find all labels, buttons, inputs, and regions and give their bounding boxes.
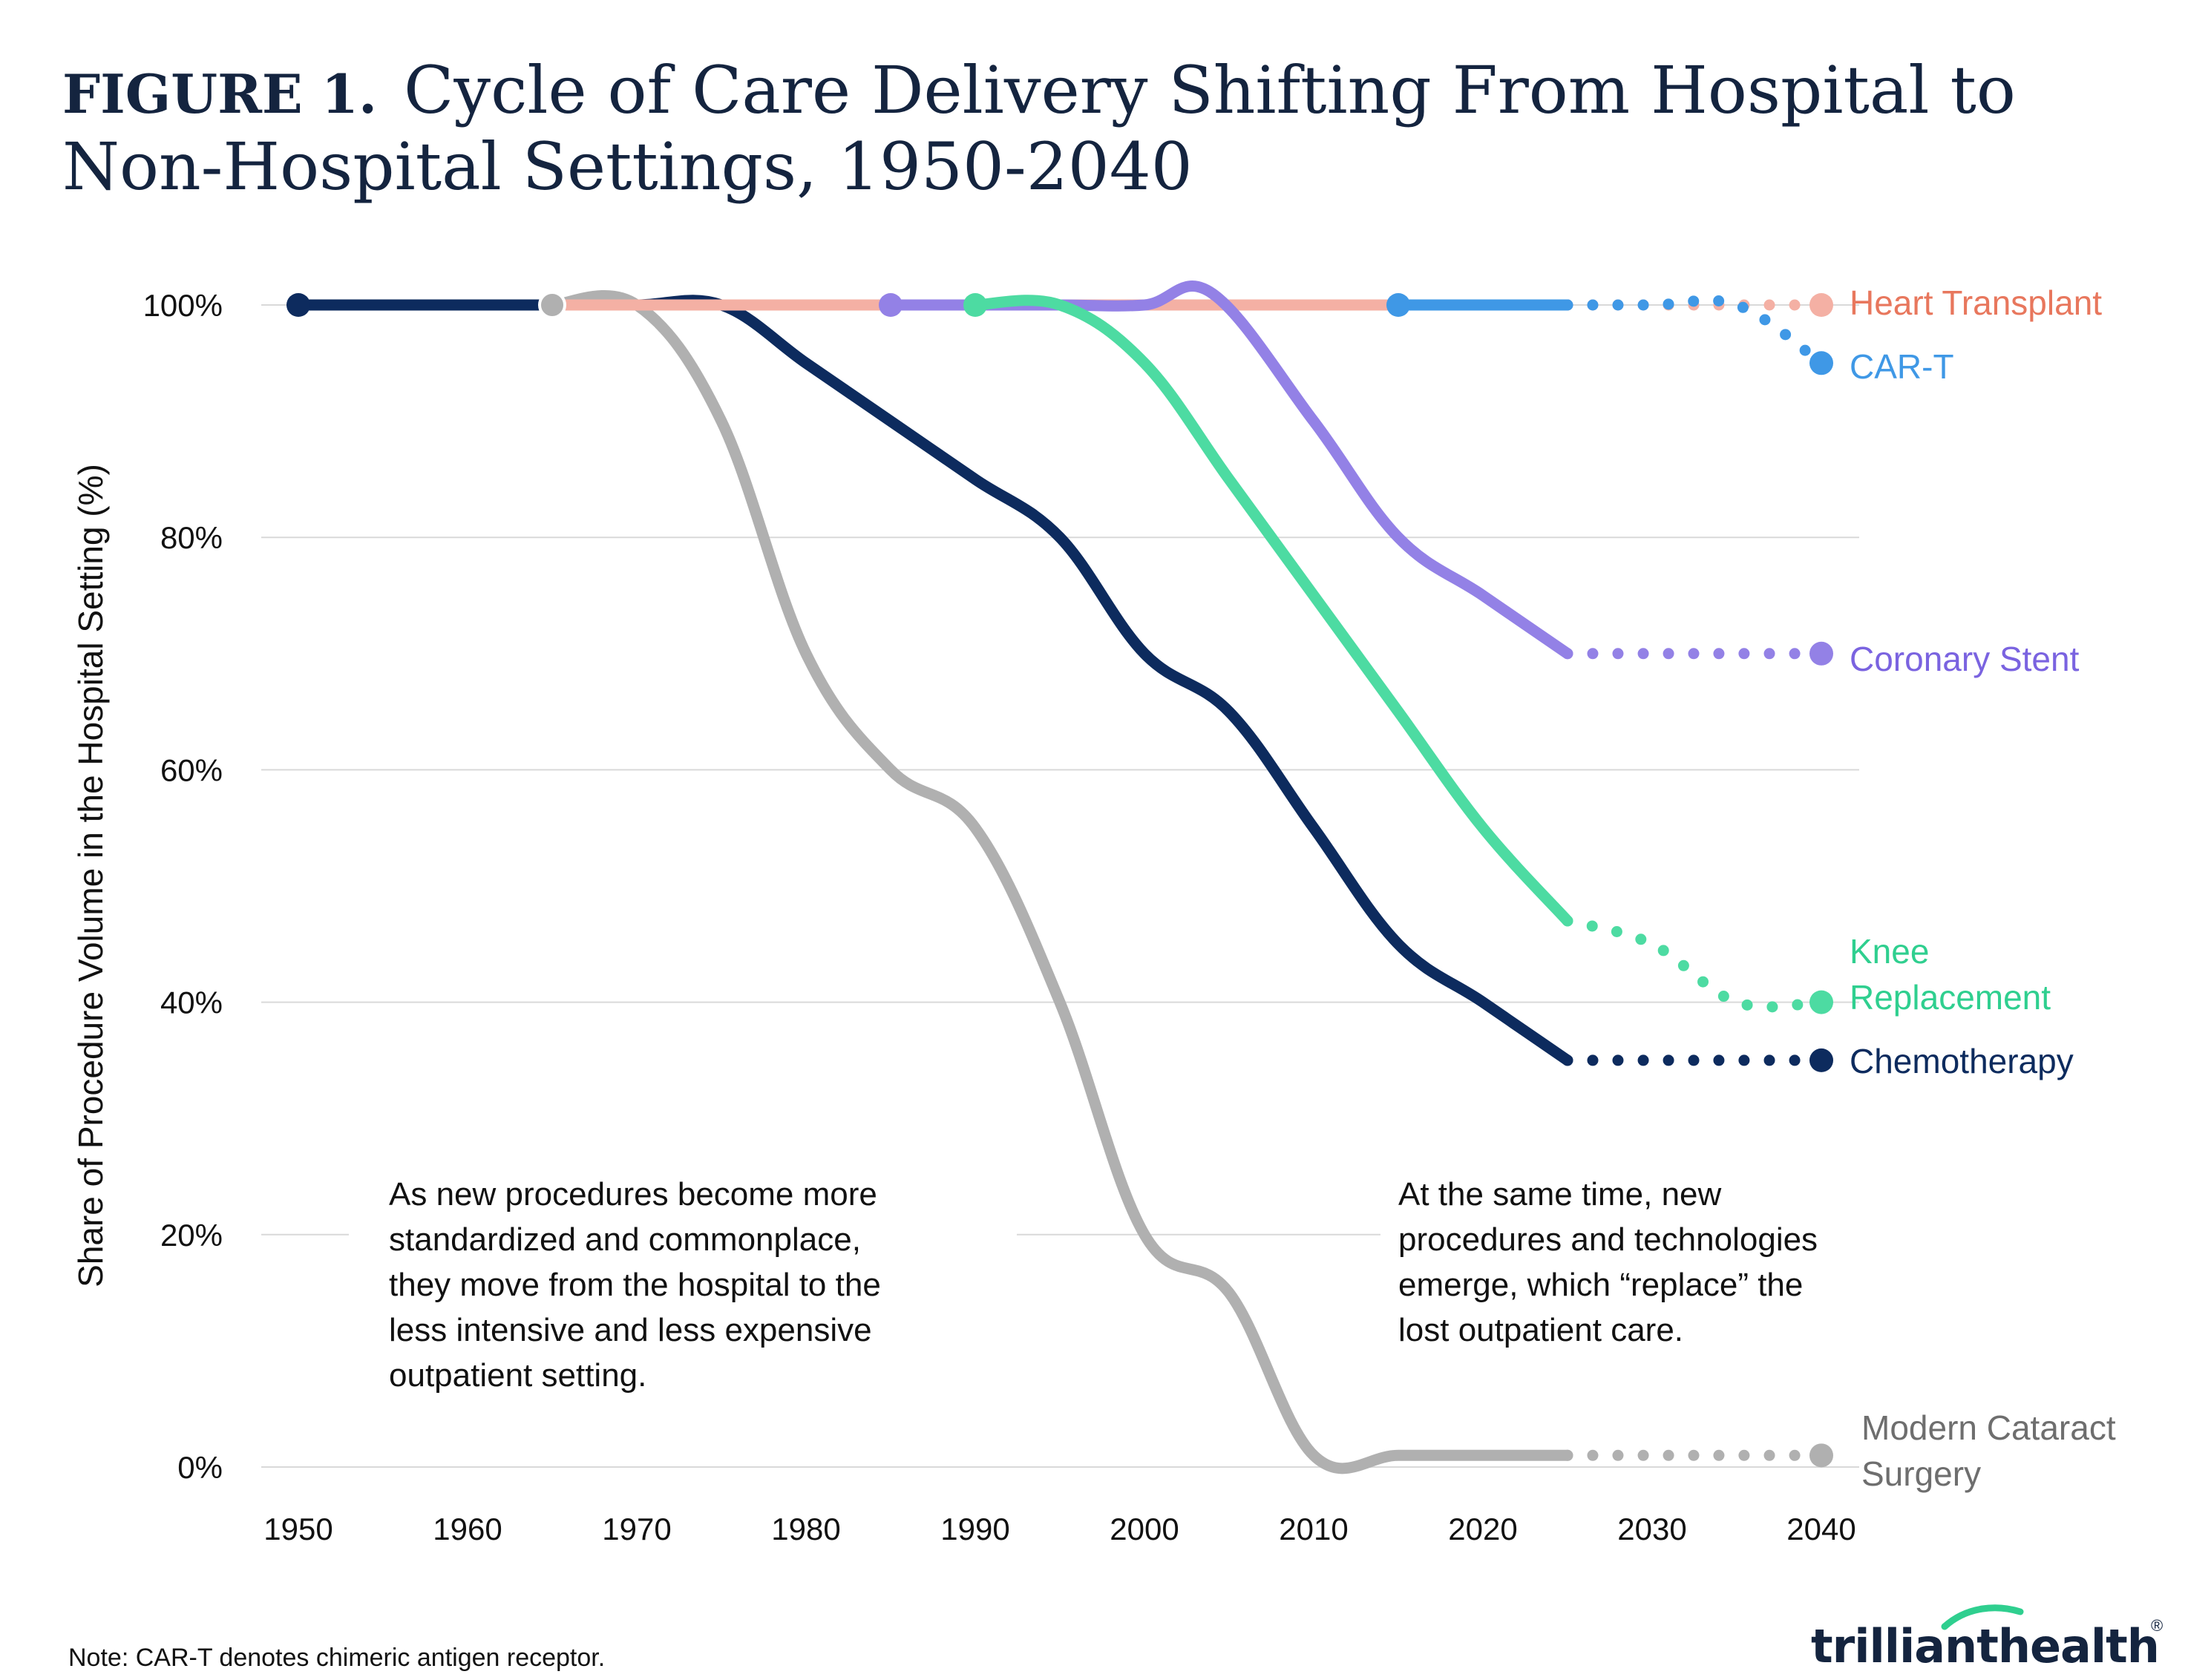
series-start-marker xyxy=(963,293,987,317)
series-label: CAR-T xyxy=(1850,347,1954,386)
x-tick-label: 2020 xyxy=(1448,1512,1517,1546)
y-tick-label: 20% xyxy=(160,1218,223,1253)
series-line-chemotherapy xyxy=(292,295,1573,1066)
series-end-marker xyxy=(1809,293,1833,317)
series-start-marker xyxy=(879,293,903,317)
annotation-left-backdrop xyxy=(349,1165,1017,1410)
annotation-line: As new procedures become more xyxy=(389,1176,877,1213)
trilliant-health-logo: trillianthealth ® xyxy=(1811,1604,2163,1673)
annotation-line: lost outpatient care. xyxy=(1398,1312,1683,1348)
series-line-knee-replacement xyxy=(969,295,1573,927)
annotation-line: emerge, which “replace” the xyxy=(1398,1267,1803,1303)
series-label: Replacement xyxy=(1850,978,2051,1017)
logo-registered-mark: ® xyxy=(2151,1616,2163,1635)
figure-title-line1: FIGURE 1. Cycle of Care Delivery Shiftin… xyxy=(62,52,2016,128)
x-tick-label: 2010 xyxy=(1279,1512,1348,1546)
series-end-marker xyxy=(1809,990,1833,1014)
series-start-marker xyxy=(286,293,310,317)
series-end-marker xyxy=(1809,1048,1833,1072)
annotation-line: less intensive and less expensive xyxy=(389,1312,872,1348)
series-label: Modern Cataract xyxy=(1861,1408,2116,1447)
logo-part2: health xyxy=(1998,1619,2159,1673)
series-label: Heart Transplant xyxy=(1850,283,2102,322)
series-coronary-stent xyxy=(879,280,1833,666)
figure-label: FIGURE 1. xyxy=(62,62,377,125)
series-start-marker xyxy=(1386,293,1410,317)
annotation-line: standardized and commonplace, xyxy=(389,1221,861,1258)
footnote: Note: CAR-T denotes chimeric antigen rec… xyxy=(68,1644,605,1672)
x-tick-label: 1960 xyxy=(433,1512,502,1546)
y-tick-label: 60% xyxy=(160,752,223,787)
x-tick-label: 2040 xyxy=(1786,1512,1855,1546)
logo-wordmark: trillianthealth xyxy=(1811,1619,2159,1673)
y-tick-label: 80% xyxy=(160,520,223,555)
figure-title-line2: Non-Hospital Settings, 1950-2040 xyxy=(62,128,1193,205)
series-projection-car-t xyxy=(1562,295,1827,369)
logo-swoosh-icon xyxy=(1941,1604,2024,1630)
series-label: Coronary Stent xyxy=(1850,640,2080,678)
y-tick-label: 0% xyxy=(177,1450,223,1485)
y-tick-label: 100% xyxy=(143,288,223,323)
annotation-line: they move from the hospital to the xyxy=(389,1267,881,1303)
series-car-t xyxy=(1386,293,1833,375)
series-end-marker xyxy=(1809,641,1833,666)
x-tick-label: 1970 xyxy=(602,1512,671,1546)
logo-part1: trilliant xyxy=(1811,1619,1998,1673)
x-tick-label: 1990 xyxy=(940,1512,1009,1546)
series-start-marker xyxy=(538,291,566,319)
series-end-marker xyxy=(1809,351,1833,375)
series-labels: Chemotherapy Modern Cataract Surgery Heart … xyxy=(1850,283,2116,1493)
x-tick-label: 2030 xyxy=(1617,1512,1686,1546)
annotation-line: At the same time, new xyxy=(1398,1176,1722,1213)
series-label: Surgery xyxy=(1861,1454,1981,1493)
annotation-right-backdrop xyxy=(1380,1165,1937,1365)
annotation-line: outpatient setting. xyxy=(389,1357,646,1394)
title-line1-text: Cycle of Care Delivery Shifting From Hos… xyxy=(404,52,2016,128)
series-knee-replacement xyxy=(963,293,1833,1014)
y-axis-ticks: 0% 20% 40% 60% 80% 100% xyxy=(143,288,223,1485)
y-axis-label: Share of Procedure Volume in the Hospita… xyxy=(71,464,110,1287)
x-axis-ticks: 1950 1960 1970 1980 1990 2000 2010 2020 2030 2040 xyxy=(263,1512,1855,1546)
series-lines xyxy=(286,280,1833,1474)
series-label: Chemotherapy xyxy=(1850,1042,2074,1080)
series-end-marker xyxy=(1809,1443,1833,1468)
series-chemotherapy xyxy=(286,293,1833,1072)
series-label: Knee xyxy=(1850,932,1929,971)
series-line-modern-cataract-surgery xyxy=(546,289,1573,1474)
series-projection-knee-replacement xyxy=(1562,915,1827,1013)
x-tick-label: 2000 xyxy=(1110,1512,1179,1546)
x-tick-label: 1980 xyxy=(771,1512,840,1546)
x-tick-label: 1950 xyxy=(263,1512,333,1546)
y-tick-label: 40% xyxy=(160,985,223,1020)
annotation-line: procedures and technologies xyxy=(1398,1221,1818,1258)
annotations: As new procedures become more standardize… xyxy=(389,1176,1818,1394)
